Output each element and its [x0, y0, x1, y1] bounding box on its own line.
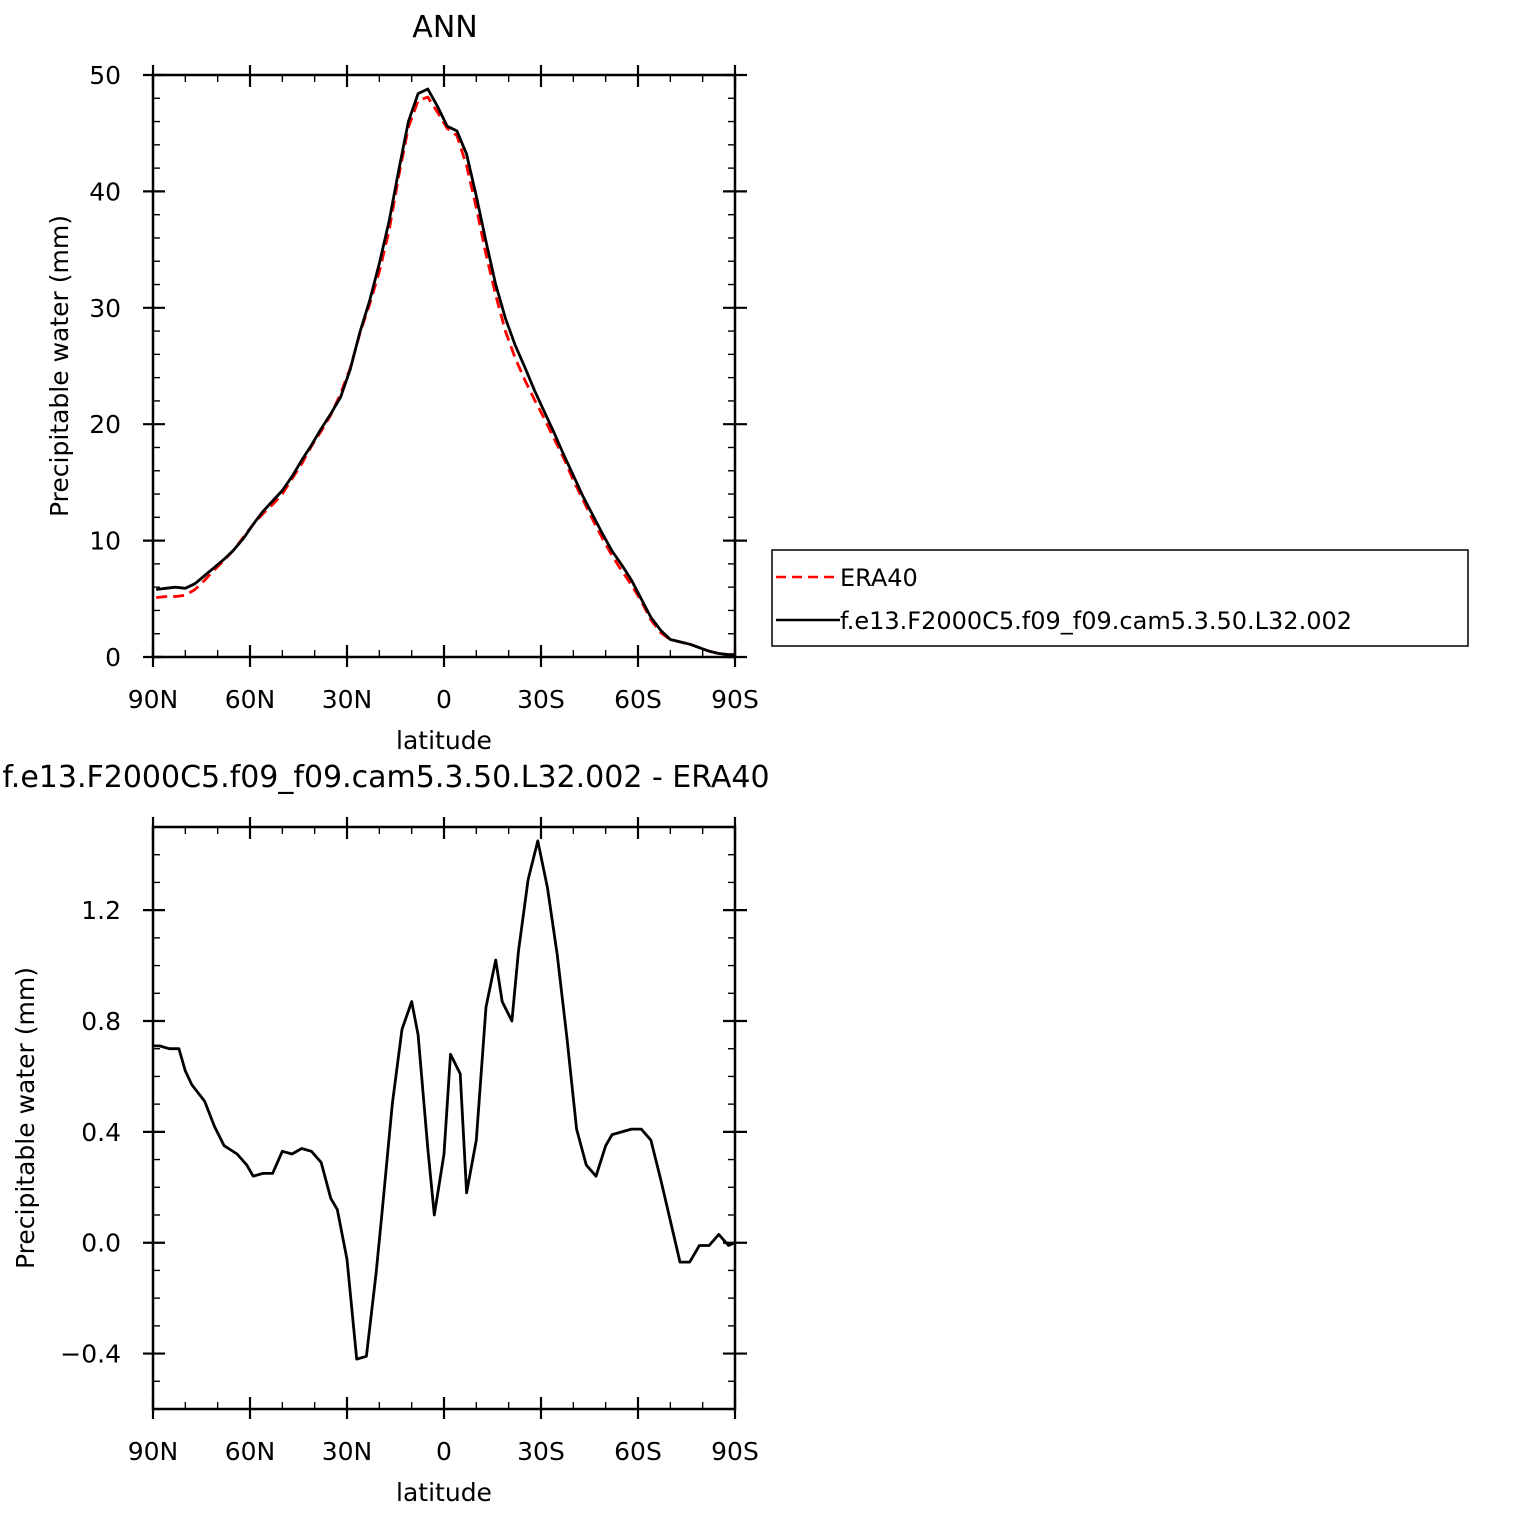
mean-panel-title: ANN [412, 10, 477, 45]
x-tick-label: 30N [322, 685, 373, 714]
x-tick-label: 0 [436, 685, 452, 714]
y-tick-label: 40 [89, 177, 121, 206]
x-tick-label: 30N [322, 1437, 373, 1466]
x-tick-label: 30S [517, 685, 565, 714]
legend-label-model: f.e13.F2000C5.f09_f09.cam5.3.50.L32.002 [840, 607, 1352, 635]
difference-panel-title: f.e13.F2000C5.f09_f09.cam5.3.50.L32.002 … [2, 760, 769, 795]
mean-panel-series-line-era40 [156, 95, 735, 657]
mean-panel-x-axis-title: latitude [396, 726, 492, 755]
x-tick-label: 90N [128, 1437, 179, 1466]
x-tick-label: 0 [436, 1437, 452, 1466]
legend-label-era40: ERA40 [840, 564, 918, 592]
y-tick-label: 0 [105, 643, 121, 672]
y-tick-label: 0.0 [81, 1229, 121, 1258]
x-tick-label: 60S [614, 685, 662, 714]
legend-box [771, 549, 1469, 647]
x-tick-label: 60N [225, 685, 276, 714]
y-tick-label: 20 [89, 410, 121, 439]
mean-panel: ANN 90N 60N 30N 0 30S 60S 90S 0 10 20 30 40 50 latit… [45, 10, 759, 755]
y-tick-label: 10 [89, 527, 121, 556]
y-tick-label: −0.4 [60, 1340, 121, 1369]
x-tick-label: 90S [711, 685, 759, 714]
difference-panel-ticks-layer: 90N 60N 30N 0 30S 60S 90S −0.4 0.0 0.4 0.8 1.2 [60, 817, 759, 1466]
y-tick-label: 50 [89, 61, 121, 90]
y-tick-label: 0.4 [81, 1118, 121, 1147]
mean-panel-series-line-model [156, 87, 735, 657]
difference-panel-series-layer [153, 839, 736, 1361]
difference-panel: f.e13.F2000C5.f09_f09.cam5.3.50.L32.002 … [2, 760, 769, 1507]
mean-panel-ticks-layer: 90N 60N 30N 0 30S 60S 90S 0 10 20 30 40 50 [89, 61, 759, 714]
difference-panel-series-line-difference [153, 839, 736, 1361]
x-tick-label: 60S [614, 1437, 662, 1466]
x-tick-label: 90S [711, 1437, 759, 1466]
x-tick-label: 90N [128, 685, 179, 714]
y-tick-label: 30 [89, 294, 121, 323]
x-tick-label: 60N [225, 1437, 276, 1466]
mean-panel-y-axis-title: Precipitable water (mm) [45, 215, 74, 517]
difference-panel-x-axis-title: latitude [396, 1478, 492, 1507]
difference-panel-y-axis-title: Precipitable water (mm) [11, 967, 40, 1269]
y-tick-label: 0.8 [81, 1007, 121, 1036]
mean-panel-plot-frame [151, 73, 737, 659]
legend: ERA40 f.e13.F2000C5.f09_f09.cam5.3.50.L3… [771, 549, 1469, 647]
x-tick-label: 30S [517, 1437, 565, 1466]
y-tick-label: 1.2 [81, 896, 121, 925]
difference-panel-plot-frame [151, 825, 737, 1411]
mean-panel-series-layer [156, 87, 735, 657]
